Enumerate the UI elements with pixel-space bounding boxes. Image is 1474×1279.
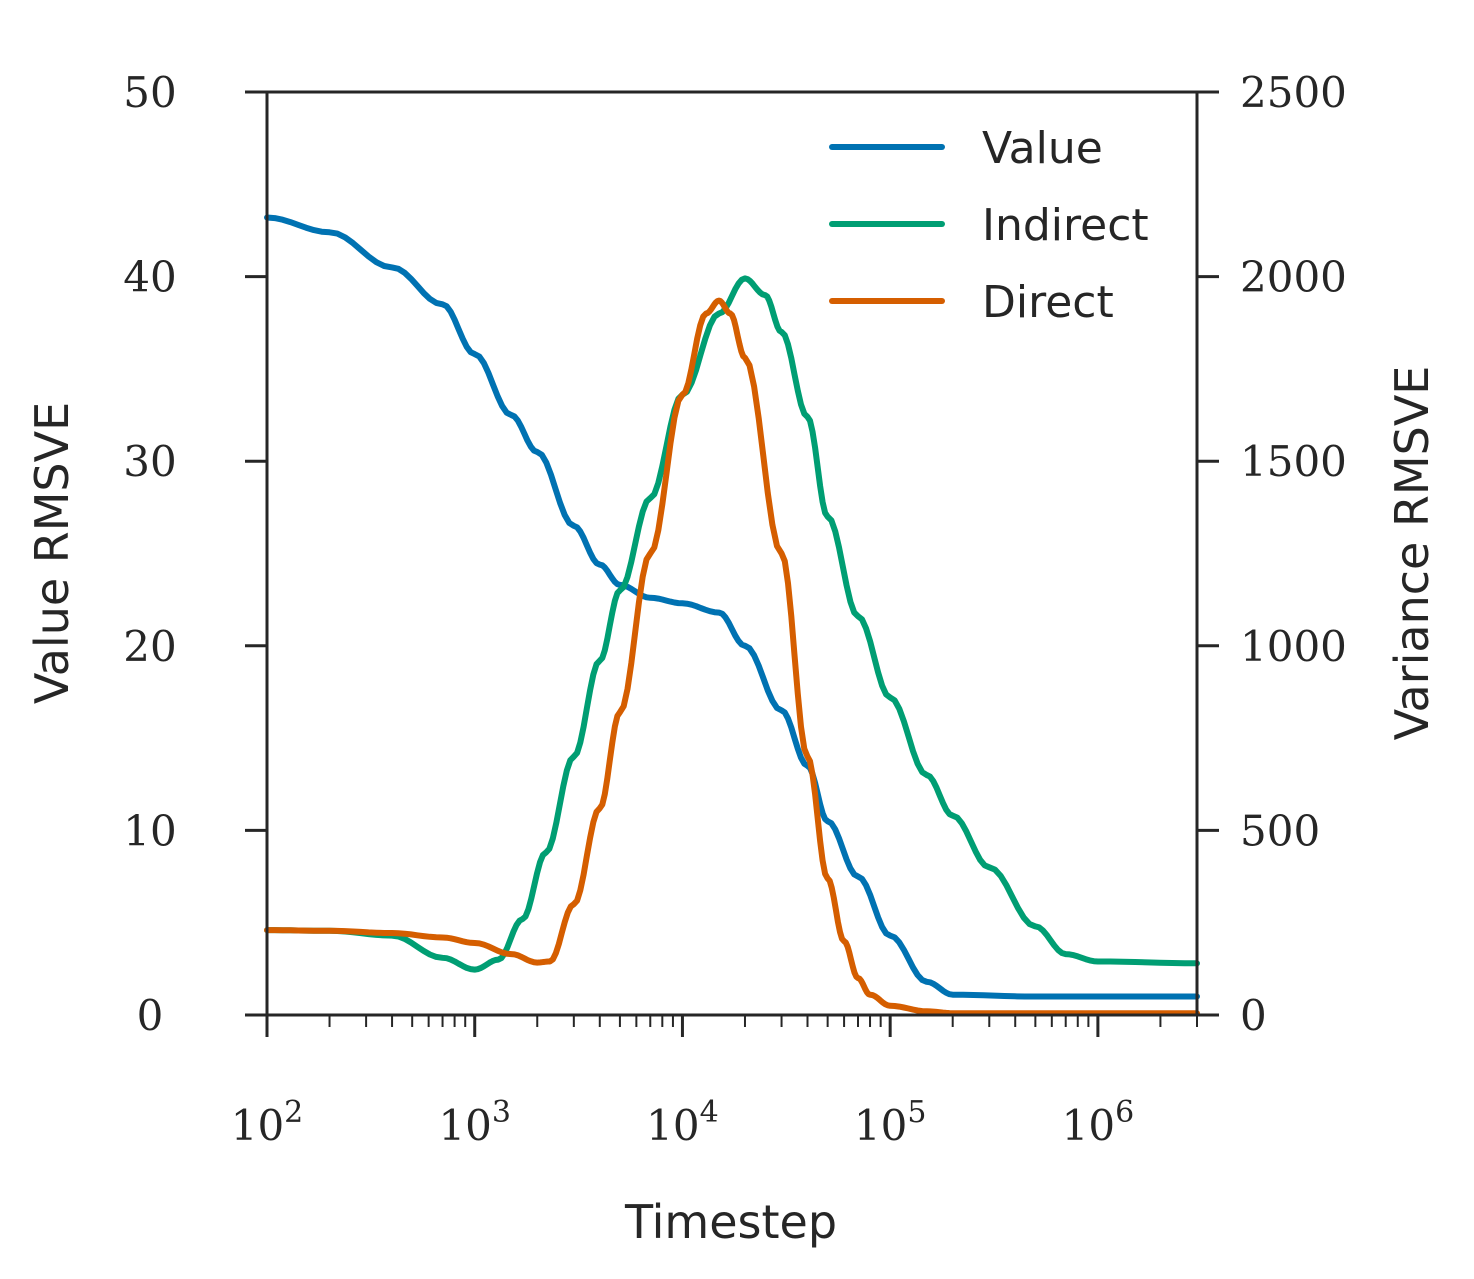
y-left-tick-label: 50	[123, 68, 176, 117]
x-tick-label: 106	[1062, 1095, 1135, 1150]
series-line-direct	[264, 297, 1200, 1017]
y-left-tick-label: 10	[123, 806, 176, 855]
y-right-tick-label: 2000	[1240, 253, 1347, 302]
legend-label-value: Value	[982, 123, 1103, 174]
legend: Value Indirect Direct	[829, 123, 1149, 328]
x-tick-label: 102	[231, 1095, 304, 1150]
y-left-tick-label: 30	[123, 437, 176, 486]
y-left-tick-label: 40	[123, 253, 176, 302]
y-right-tick-label: 500	[1240, 806, 1320, 855]
x-tick-label: 104	[646, 1095, 719, 1150]
y-left-tick-label: 20	[123, 622, 176, 671]
y-right-tick-label: 1000	[1240, 622, 1347, 671]
x-tick-label: 105	[854, 1095, 927, 1150]
x-tick-label: 103	[438, 1095, 511, 1150]
y-right-tick-label: 1500	[1240, 437, 1347, 486]
series-line-indirect	[264, 275, 1200, 973]
y-left-tick-label: 0	[137, 991, 164, 1040]
y-right-tick-label: 0	[1240, 991, 1267, 1040]
x-axis-label: Timestep	[624, 1195, 837, 1249]
y-right-tick-label: 2500	[1240, 68, 1347, 117]
y-axis-right-label: Variance RMSVE	[1385, 366, 1439, 741]
y-axis-left-label: Value RMSVE	[25, 402, 79, 704]
series-lines	[264, 214, 1200, 1017]
series-line-value	[264, 214, 1200, 1000]
legend-label-direct: Direct	[982, 277, 1114, 328]
legend-label-indirect: Indirect	[982, 200, 1149, 251]
